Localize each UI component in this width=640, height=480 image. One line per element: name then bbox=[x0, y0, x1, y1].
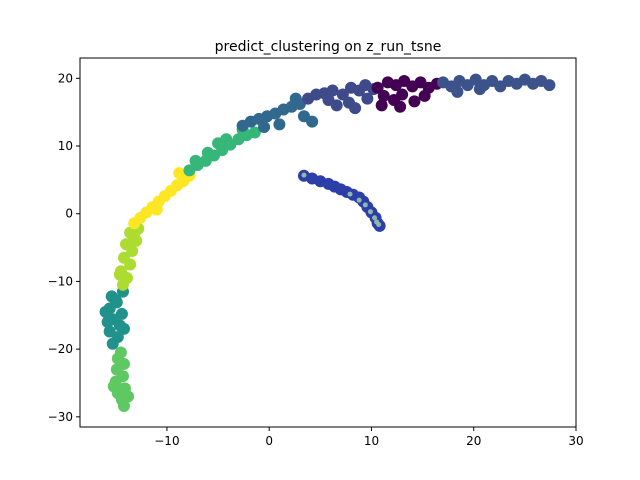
axes-frame bbox=[79, 57, 577, 428]
data-point bbox=[326, 84, 339, 97]
data-point bbox=[408, 95, 421, 108]
data-point bbox=[347, 191, 353, 197]
data-point bbox=[543, 79, 556, 92]
x-tick-label: 10 bbox=[364, 434, 379, 448]
y-tick-label: 10 bbox=[58, 139, 73, 153]
x-tick-label: 0 bbox=[265, 434, 273, 448]
data-point bbox=[376, 222, 382, 228]
data-point bbox=[367, 209, 373, 215]
data-point bbox=[101, 316, 114, 329]
points-layer bbox=[99, 73, 556, 413]
data-point bbox=[212, 137, 225, 150]
data-point bbox=[361, 92, 374, 105]
x-tick-label: −10 bbox=[154, 434, 179, 448]
data-point bbox=[99, 305, 112, 318]
data-point bbox=[396, 88, 409, 101]
ticks-layer: −10 0 10 20 30 −30 −20 −10 0 10 20 bbox=[48, 71, 584, 448]
data-point bbox=[371, 81, 384, 94]
data-point bbox=[115, 307, 128, 320]
data-point bbox=[289, 92, 302, 105]
y-tick-label: −10 bbox=[48, 274, 73, 288]
data-point bbox=[418, 89, 431, 102]
data-point bbox=[349, 102, 362, 115]
data-point bbox=[103, 325, 116, 338]
data-point bbox=[301, 172, 307, 178]
x-tick-label: 30 bbox=[568, 434, 583, 448]
data-point bbox=[336, 88, 349, 101]
data-point bbox=[120, 238, 133, 251]
data-point bbox=[189, 154, 202, 167]
data-point bbox=[248, 126, 261, 139]
data-point bbox=[394, 100, 407, 113]
data-point bbox=[201, 146, 214, 159]
y-tick-label: −20 bbox=[48, 342, 73, 356]
data-point bbox=[473, 83, 486, 96]
chart-title: predict_clustering on z_run_tsne bbox=[215, 39, 442, 55]
data-point bbox=[375, 99, 388, 112]
x-tick-label: 20 bbox=[466, 434, 481, 448]
data-point bbox=[362, 202, 368, 208]
y-tick-label: −30 bbox=[48, 410, 73, 424]
y-tick-label: 20 bbox=[58, 71, 73, 85]
data-point bbox=[122, 390, 135, 403]
data-point bbox=[113, 268, 126, 281]
data-point bbox=[258, 121, 271, 134]
data-point bbox=[117, 251, 130, 264]
data-point bbox=[114, 346, 127, 359]
data-point bbox=[451, 85, 464, 98]
data-point bbox=[273, 118, 286, 131]
data-point bbox=[356, 197, 362, 203]
data-point bbox=[109, 294, 122, 307]
data-point bbox=[117, 322, 130, 335]
data-point bbox=[173, 167, 186, 180]
data-point bbox=[150, 203, 163, 216]
data-point bbox=[377, 89, 390, 102]
data-point bbox=[322, 93, 335, 106]
data-point bbox=[107, 380, 120, 393]
data-point bbox=[372, 215, 378, 221]
y-tick-label: 0 bbox=[65, 207, 73, 221]
data-point bbox=[130, 234, 143, 247]
data-point bbox=[297, 110, 310, 123]
